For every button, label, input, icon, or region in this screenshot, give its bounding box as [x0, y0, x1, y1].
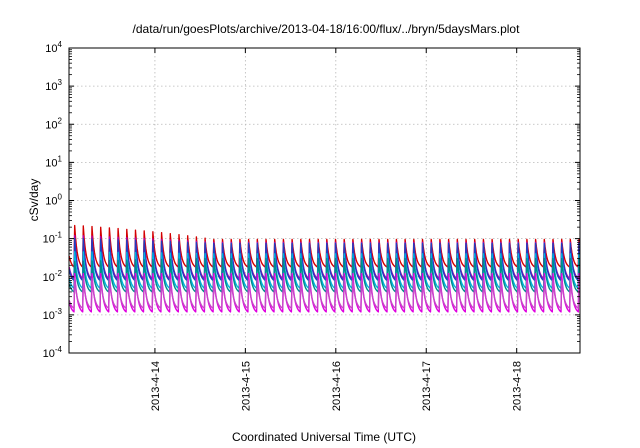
chart-title: /data/run/goesPlots/archive/2013-04-18/1…: [133, 22, 521, 36]
y-tick-base: 10: [45, 119, 57, 131]
series-line: [68, 237, 581, 282]
y-tick-exponent: 3: [58, 78, 63, 87]
x-tick-label: 2013-4-14: [150, 361, 162, 411]
y-tick-exponent: 1: [58, 154, 63, 163]
y-tick-base: 10: [45, 157, 57, 169]
y-tick-label: 102: [45, 116, 62, 131]
y-tick-base: 10: [45, 196, 57, 208]
y-tick-base: 10: [43, 272, 55, 284]
y-axis-label: cSv/day: [27, 179, 41, 222]
y-tick-label: 10-1: [43, 231, 63, 246]
y-tick-label: 100: [45, 193, 62, 208]
y-tick-label: 10-2: [43, 269, 63, 284]
y-tick-exponent: 4: [58, 40, 63, 49]
x-tick-label: 2013-4-15: [240, 361, 252, 411]
x-tick-label: 2013-4-18: [512, 361, 524, 411]
series-line: [68, 277, 581, 309]
x-tick-label: 2013-4-17: [421, 361, 433, 411]
y-tick-base: 10: [43, 234, 55, 246]
y-tick-label: 104: [45, 40, 62, 55]
x-tick-label: 2013-4-16: [331, 361, 343, 411]
y-tick-label: 10-3: [43, 307, 63, 322]
y-tick-exponent: 2: [58, 116, 63, 125]
y-tick-exponent: 0: [58, 193, 63, 202]
y-tick-exponent: -2: [55, 269, 63, 278]
y-tick-label: 103: [45, 78, 62, 93]
y-tick-base: 10: [45, 43, 57, 55]
y-tick-base: 10: [45, 81, 57, 93]
x-axis: 2013-4-14 2013-4-15 2013-4-16 2013-4-17 2013…: [150, 48, 524, 411]
series-layer: [68, 224, 581, 313]
y-tick-exponent: -3: [55, 307, 63, 316]
y-tick-label: 101: [45, 154, 62, 169]
y-tick-exponent: -4: [55, 345, 63, 354]
y-tick-label: 10-4: [43, 345, 63, 360]
y-tick-base: 10: [43, 310, 55, 322]
y-tick-exponent: -1: [55, 231, 63, 240]
series-line: [68, 257, 581, 293]
x-axis-label: Coordinated Universal Time (UTC): [232, 430, 416, 444]
y-tick-base: 10: [43, 348, 55, 360]
